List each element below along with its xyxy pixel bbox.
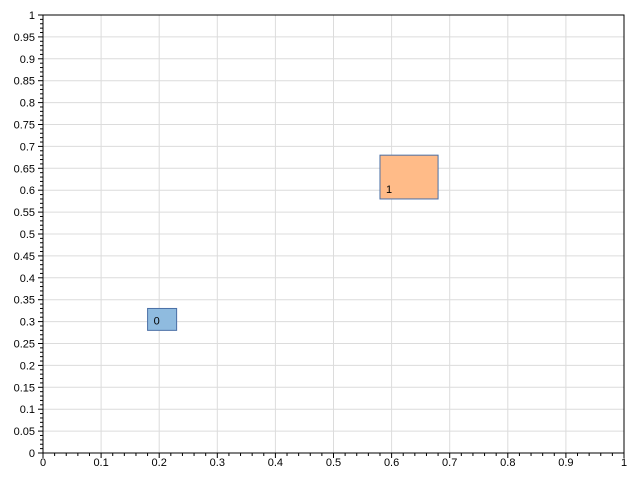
data-rectangles: 01 xyxy=(147,154,439,331)
x-tick-label: 0.8 xyxy=(500,457,515,469)
y-tick-label: 0.7 xyxy=(20,141,35,153)
x-tick-label: 0.9 xyxy=(558,457,573,469)
data-rectangle-1 xyxy=(379,154,439,200)
x-tick-label: 0.7 xyxy=(442,457,457,469)
minor-ticks xyxy=(40,18,613,456)
y-tick-label: 0.85 xyxy=(14,76,35,88)
x-tick-label: 0.2 xyxy=(152,457,167,469)
y-tick-label: 0 xyxy=(29,448,35,460)
y-tick-label: 0.95 xyxy=(14,32,35,44)
y-tick-label: 0.65 xyxy=(14,163,35,175)
y-tick-label: 0.35 xyxy=(14,295,35,307)
y-tick-label: 0.05 xyxy=(14,426,35,438)
grid-lines xyxy=(43,15,624,453)
axes xyxy=(38,14,625,458)
x-tick-label: 0 xyxy=(40,457,46,469)
rectangle-label-1: 1 xyxy=(386,184,392,196)
y-tick-label: 0.15 xyxy=(14,382,35,394)
x-tick-label: 0.1 xyxy=(93,457,108,469)
y-tick-label: 0.1 xyxy=(20,404,35,416)
y-tick-label: 0.4 xyxy=(20,273,35,285)
plot-frame xyxy=(42,14,625,454)
y-tick-label: 0.3 xyxy=(20,317,35,329)
x-tick-label: 0.5 xyxy=(326,457,341,469)
y-tick-label: 0.2 xyxy=(20,360,35,372)
rectangle-label-0: 0 xyxy=(154,315,160,327)
y-tick-labels: 0 0.05 0.1 0.15 0.2 0.25 0.3 0.35 0.4 0.45 0.5 0.55… xyxy=(14,10,35,460)
x-tick-label: 0.4 xyxy=(268,457,283,469)
y-tick-label: 0.25 xyxy=(14,339,35,351)
y-tick-label: 0.6 xyxy=(20,185,35,197)
y-tick-label: 0.75 xyxy=(14,120,35,132)
y-tick-label: 0.5 xyxy=(20,229,35,241)
y-tick-label: 0.45 xyxy=(14,251,35,263)
y-tick-label: 1 xyxy=(29,10,35,22)
y-tick-label: 0.55 xyxy=(14,207,35,219)
data-rectangle-0 xyxy=(147,307,178,331)
x-tick-label: 0.6 xyxy=(384,457,399,469)
x-tick-labels: 0 0.1 0.2 0.3 0.4 0.5 0.6 0.7 0.8 0.9 1 xyxy=(40,457,627,469)
x-tick-label: 0.3 xyxy=(210,457,225,469)
y-tick-label: 0.9 xyxy=(20,54,35,66)
y-tick-label: 0.8 xyxy=(20,98,35,110)
x-tick-label: 1 xyxy=(621,457,627,469)
